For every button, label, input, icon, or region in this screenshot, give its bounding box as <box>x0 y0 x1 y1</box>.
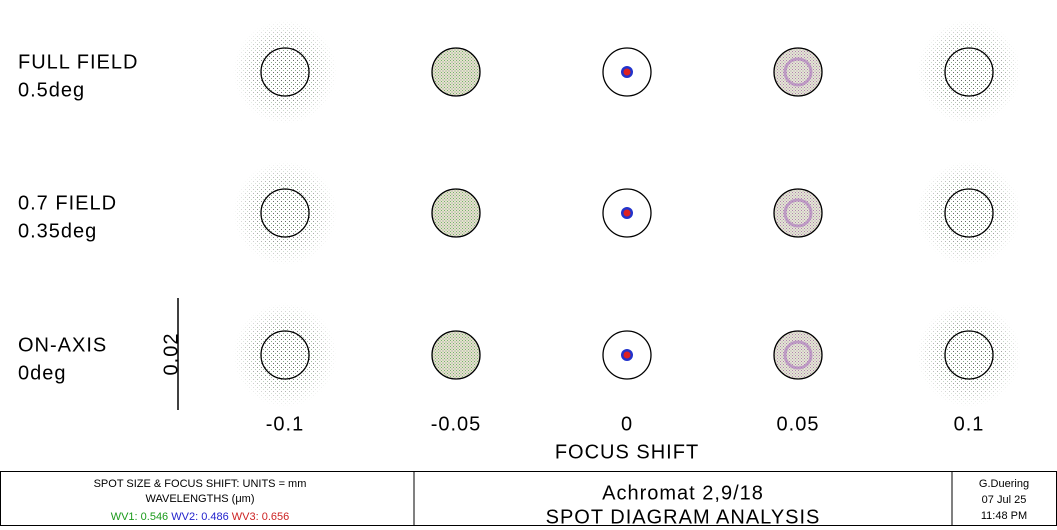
airy-disk <box>773 330 823 380</box>
airy-disk <box>944 188 994 238</box>
row-angle: 0deg <box>18 362 67 384</box>
spot <box>602 47 652 97</box>
subtitle: SPOT DIAGRAM ANALYSIS <box>546 506 821 526</box>
spot-dots <box>917 20 1021 124</box>
spot-dots <box>233 161 337 265</box>
airy-disk <box>602 47 652 97</box>
author: G.Duering <box>979 478 1029 490</box>
date: 07 Jul 25 <box>982 494 1027 506</box>
spot <box>773 188 823 238</box>
spot <box>233 20 337 124</box>
column-label: 0.05 <box>777 413 820 435</box>
spot <box>917 20 1021 124</box>
spot-dots <box>917 161 1021 265</box>
scale-label: 0.02 <box>160 333 182 376</box>
airy-disk <box>944 47 994 97</box>
row-label: 0.7 FIELD <box>18 192 117 214</box>
spot <box>917 303 1021 407</box>
spot-cloud <box>233 161 337 265</box>
labels: FULL FIELD 0.5deg 0.7 FIELD 0.35deg ON-AXIS 0… <box>18 51 985 435</box>
airy-disk <box>260 188 310 238</box>
spot <box>773 330 823 380</box>
spot-cloud <box>233 303 337 407</box>
units: SPOT SIZE & FOCUS SHIFT: UNITS = mm <box>94 478 307 490</box>
spot-core <box>623 351 631 359</box>
column-label: 0.1 <box>954 413 985 435</box>
airy-disk <box>431 330 481 380</box>
wavelengths-label: WAVELENGTHS (μm) <box>145 493 254 505</box>
airy-disk <box>602 188 652 238</box>
wavelength: WV2: 0.486 <box>171 511 228 523</box>
spot-cloud <box>917 20 1021 124</box>
airy-disk <box>431 188 481 238</box>
spot <box>602 330 652 380</box>
column-label: 0 <box>621 413 633 435</box>
spot-core <box>623 209 631 217</box>
airy-disk <box>260 47 310 97</box>
time: 11:48 PM <box>981 510 1027 522</box>
footer: SPOT SIZE & FOCUS SHIFT: UNITS = mm WAVE… <box>0 471 1057 528</box>
spot <box>431 47 481 97</box>
spot-cloud <box>233 20 337 124</box>
spot <box>431 330 481 380</box>
spot-dots <box>233 303 337 407</box>
wavelength: WV3: 0.656 <box>232 511 289 523</box>
spot-cloud <box>917 161 1021 265</box>
wavelengths: WV1: 0.546 WV2: 0.486 WV3: 0.656 <box>111 511 290 523</box>
spot <box>602 188 652 238</box>
spot-dots <box>917 303 1021 407</box>
spot-ring <box>783 340 813 370</box>
spots <box>233 20 1021 407</box>
title: Achromat 2,9/18 <box>602 482 764 504</box>
airy-disk <box>773 188 823 238</box>
airy-disk <box>602 330 652 380</box>
airy-disk <box>431 47 481 97</box>
row-angle: 0.35deg <box>18 220 97 242</box>
spot-ring <box>783 198 813 228</box>
spot <box>917 161 1021 265</box>
spot-cloud <box>917 303 1021 407</box>
spot <box>431 188 481 238</box>
column-label: -0.1 <box>266 413 304 435</box>
wavelength: WV1: 0.546 <box>111 511 168 523</box>
row-label: FULL FIELD <box>18 51 138 73</box>
airy-disk <box>773 47 823 97</box>
row-label: ON-AXIS <box>18 334 107 356</box>
spot <box>233 161 337 265</box>
row-angle: 0.5deg <box>18 79 85 101</box>
column-label: -0.05 <box>431 413 482 435</box>
spot <box>773 47 823 97</box>
spot <box>233 303 337 407</box>
spot-core <box>623 68 631 76</box>
axis-label: FOCUS SHIFT <box>555 441 699 463</box>
spot-ring <box>783 57 813 87</box>
spot-dots <box>233 20 337 124</box>
airy-disk <box>260 330 310 380</box>
airy-disk <box>944 330 994 380</box>
